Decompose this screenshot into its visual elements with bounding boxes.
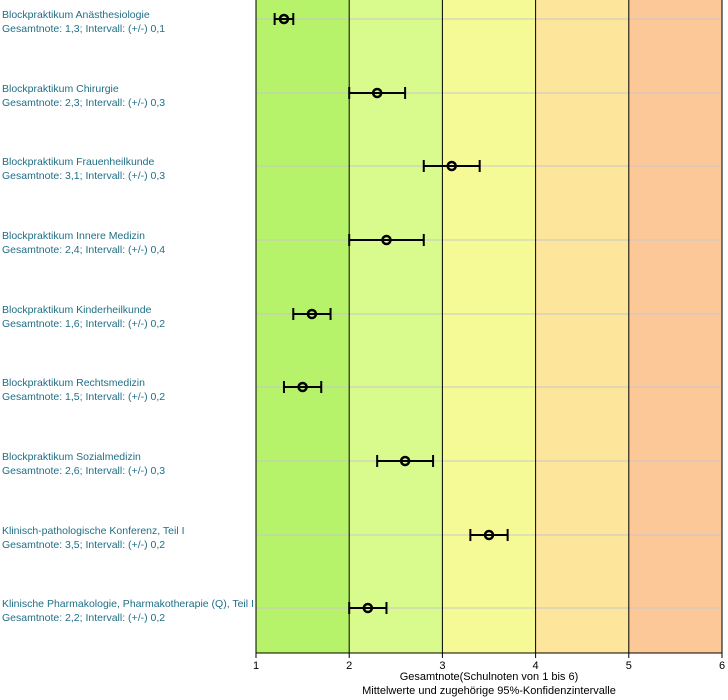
row-label-name-5: Blockpraktikum Kinderheilkunde: [2, 304, 152, 316]
row-label-name-3: Blockpraktikum Frauenheilkunde: [2, 156, 154, 168]
mean-point-4: [381, 234, 392, 246]
row-label-name-7: Blockpraktikum Sozialmedizin: [2, 451, 141, 463]
grade-band-2: [349, 0, 443, 653]
grade-band-3: [442, 0, 536, 653]
mean-point-5: [306, 308, 318, 320]
mean-point-1: [278, 13, 290, 25]
row-label-detail-3: Gesamtnote: 3,1; Intervall: (+/-) 0,3: [2, 170, 165, 182]
x-tick-label-4: 4: [533, 660, 539, 672]
x-tick-label-5: 5: [626, 660, 632, 672]
x-axis: 1 2 3 4 5 6: [253, 652, 725, 672]
row-label-detail-8: Gesamtnote: 3,5; Intervall: (+/-) 0,2: [2, 539, 165, 551]
row-label-detail-6: Gesamtnote: 1,5; Intervall: (+/-) 0,2: [2, 391, 165, 403]
row-label-detail-5: Gesamtnote: 1,6; Intervall: (+/-) 0,2: [2, 318, 165, 330]
row-labels: Blockpraktikum Anästhesiologie Gesamtnote…: [2, 9, 254, 624]
mean-point-2: [371, 87, 383, 99]
row-label-name-9: Klinische Pharmakologie, Pharmakotherapi…: [2, 598, 254, 610]
row-label-detail-1: Gesamtnote: 1,3; Intervall: (+/-) 0,1: [2, 23, 165, 35]
row-label-name-1: Blockpraktikum Anästhesiologie: [2, 9, 150, 21]
grid-lines: [255, 0, 723, 653]
x-tick-label-2: 2: [346, 660, 352, 672]
row-label-name-6: Blockpraktikum Rechtsmedizin: [2, 377, 145, 389]
grade-bands: [256, 0, 722, 653]
row-label-name-4: Blockpraktikum Innere Medizin: [2, 230, 145, 242]
grade-band-1: [256, 0, 350, 653]
mean-point-7: [399, 455, 411, 467]
mean-point-3: [446, 160, 457, 172]
row-label-name-8: Klinisch-pathologische Konferenz, Teil I: [2, 525, 185, 537]
row-label-detail-9: Gesamtnote: 2,2; Intervall: (+/-) 0,2: [2, 612, 165, 624]
x-tick-label-1: 1: [253, 660, 259, 672]
row-label-detail-4: Gesamtnote: 2,4; Intervall: (+/-) 0,4: [2, 244, 165, 256]
grade-band-4: [535, 0, 629, 653]
x-axis-title-line2: Mittelwerte und zugehörige 95%-Konfidenz…: [362, 685, 616, 697]
mean-point-8: [483, 529, 495, 541]
grade-band-5: [628, 0, 722, 653]
mean-point-6: [297, 381, 308, 393]
mean-point-9: [362, 602, 374, 614]
x-tick-label-3: 3: [439, 660, 445, 672]
x-tick-label-6: 6: [719, 660, 725, 672]
row-label-name-2: Blockpraktikum Chirurgie: [2, 83, 119, 95]
row-label-detail-7: Gesamtnote: 2,6; Intervall: (+/-) 0,3: [2, 465, 165, 477]
x-axis-title-line1: Gesamtnote(Schulnoten von 1 bis 6): [400, 671, 579, 683]
data-marks: [273, 13, 509, 614]
row-label-detail-2: Gesamtnote: 2,3; Intervall: (+/-) 0,3: [2, 97, 165, 109]
